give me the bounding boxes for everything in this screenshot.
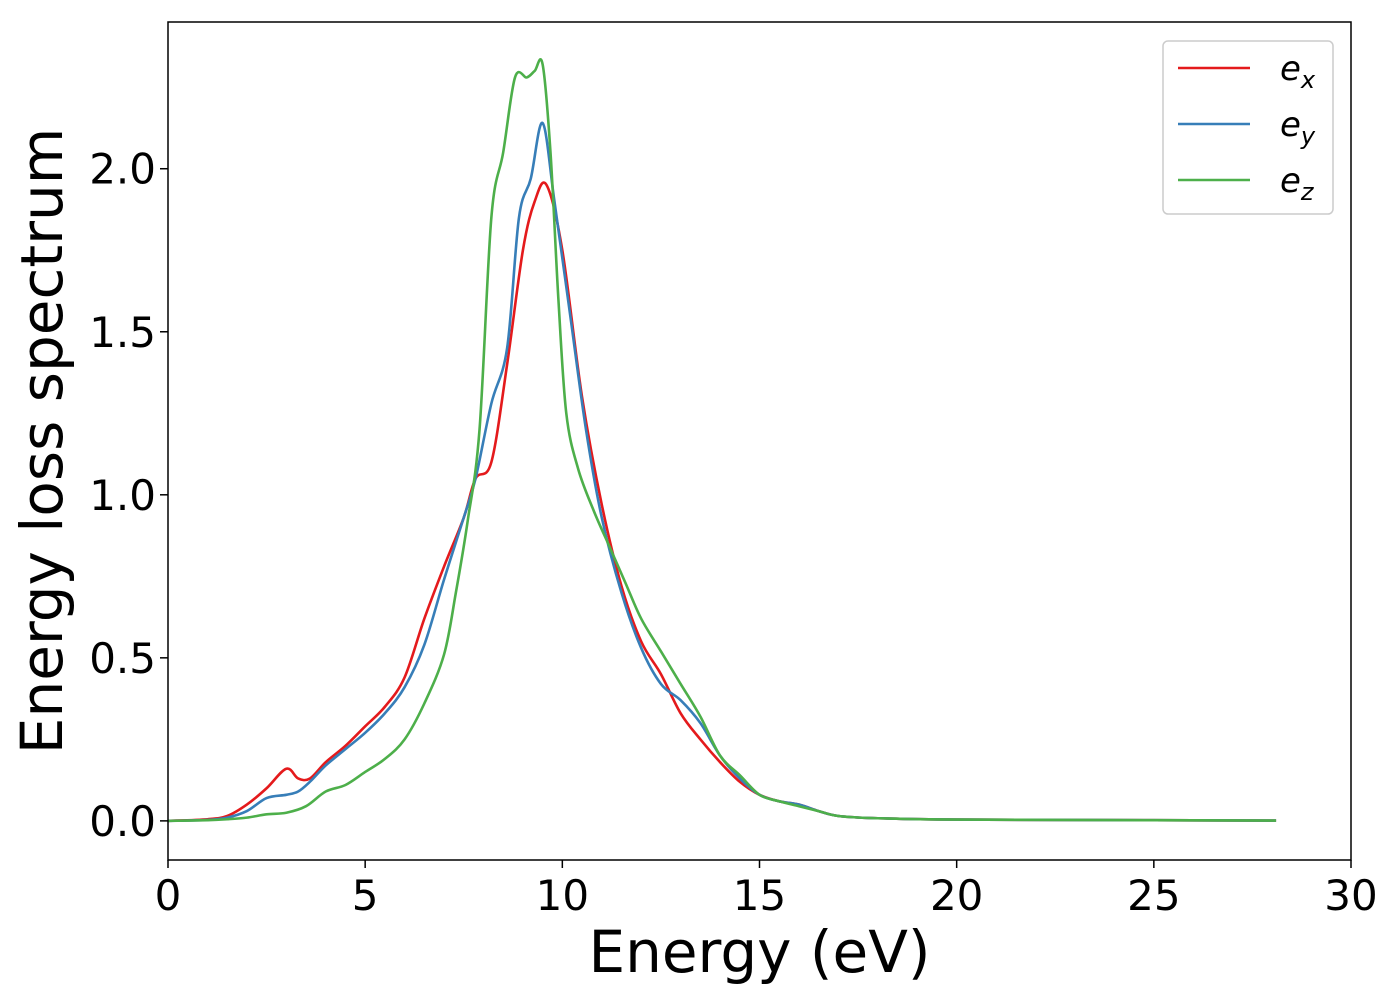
legend-label: ex — [1280, 49, 1316, 94]
x-tick-label: 25 — [1127, 871, 1180, 920]
x-axis-title: Energy (eV) — [588, 918, 930, 986]
plot-area — [167, 58, 1277, 823]
series-line-ez — [167, 58, 1277, 823]
legend-label: ey — [1280, 105, 1316, 150]
y-tick-label: 0.0 — [89, 797, 156, 846]
y-tick-label: 1.5 — [89, 308, 156, 357]
x-tick-label: 20 — [930, 871, 983, 920]
legend-box — [1162, 40, 1334, 215]
x-tick-label: 5 — [352, 871, 379, 920]
axis-ticks: 0 5 10 15 20 25 30 0.0 0.5 1.0 1.5 2.0 — [89, 145, 1378, 920]
y-tick-label: 0.5 — [89, 634, 156, 683]
x-tick-label: 10 — [536, 871, 589, 920]
y-axis-title: Energy loss spectrum — [8, 128, 76, 754]
legend: ex ey ez — [1162, 40, 1334, 215]
axes-frame — [167, 21, 1352, 861]
legend-label: ez — [1280, 161, 1315, 206]
series-line-ex — [167, 181, 1277, 823]
x-tick-label: 15 — [733, 871, 786, 920]
series-line-ey — [167, 121, 1277, 823]
y-tick-label: 1.0 — [89, 471, 156, 520]
x-tick-label: 0 — [155, 871, 182, 920]
y-tick-label: 2.0 — [89, 145, 156, 194]
x-tick-label: 30 — [1324, 871, 1377, 920]
